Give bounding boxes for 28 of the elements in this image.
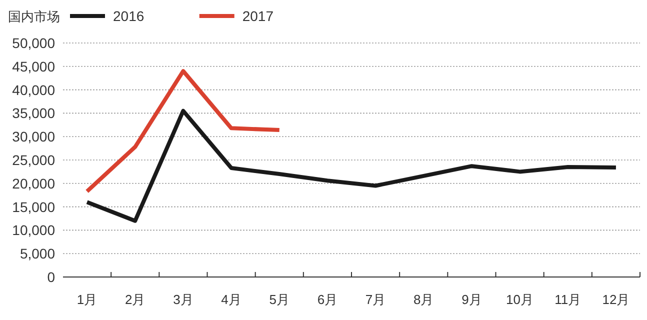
y-tick-label: 20,000: [12, 175, 56, 192]
y-tick-label: 45,000: [12, 58, 56, 74]
x-tick-label: 11月: [554, 292, 582, 307]
x-tick-label: 5月: [269, 292, 290, 307]
y-tick-label: 15,000: [12, 198, 56, 215]
x-tick-label: 6月: [317, 292, 338, 307]
x-tick-label: 4月: [221, 292, 242, 307]
x-tick-label: 2月: [125, 292, 146, 307]
y-tick-label: 5,000: [20, 246, 56, 262]
x-tick-label: 7月: [365, 292, 386, 307]
y-tick-label: 0: [47, 269, 56, 285]
legend-title: 国内市场: [8, 9, 60, 24]
line-series: [85, 108, 618, 223]
x-tick-label: 10月: [506, 292, 534, 307]
x-tick-label: 8月: [414, 292, 434, 307]
y-tick-label: 35,000: [12, 105, 56, 122]
x-tick-label: 1月: [76, 292, 98, 307]
legend-label: 2017: [242, 8, 274, 24]
x-tick-label: 9月: [462, 292, 482, 307]
y-tick-label: 10,000: [12, 222, 56, 238]
y-tick-label: 25,000: [12, 152, 56, 168]
x-tick-label: 3月: [173, 292, 194, 307]
y-tick-label: 50,000: [12, 35, 56, 51]
line-series: [85, 69, 282, 194]
legend-label: 2016: [113, 8, 144, 24]
y-tick-label: 40,000: [12, 82, 56, 98]
x-tick-label: 12月: [602, 292, 630, 307]
y-tick-label: 30,000: [12, 128, 56, 145]
